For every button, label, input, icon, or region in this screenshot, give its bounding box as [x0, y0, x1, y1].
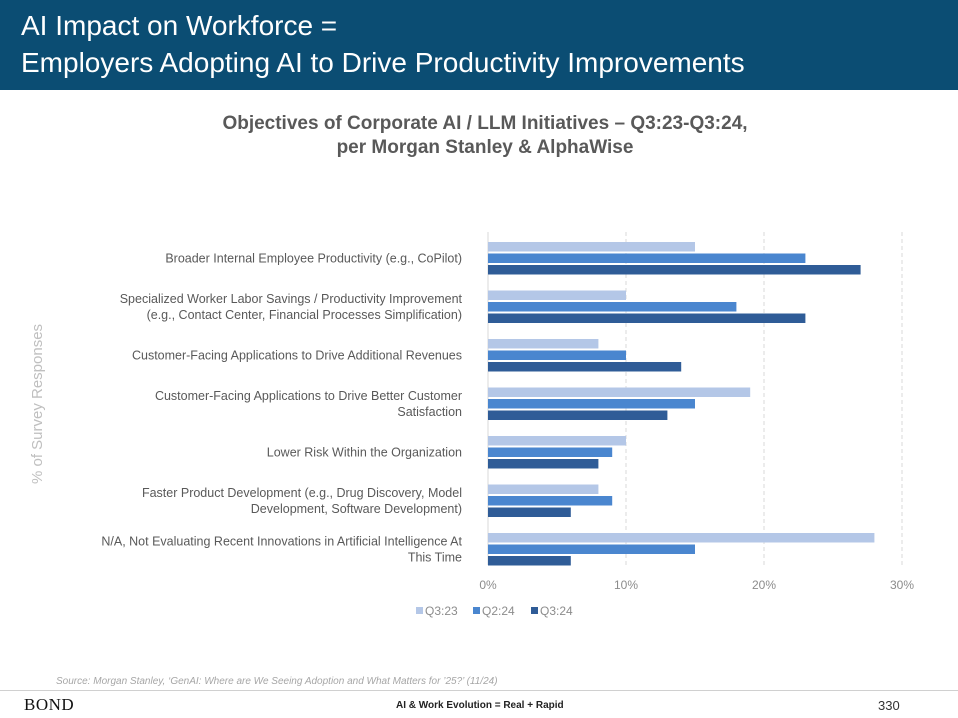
bar	[488, 302, 737, 312]
bar	[488, 242, 695, 252]
bar	[488, 436, 626, 446]
bar	[488, 362, 682, 372]
legend-label: Q2:24	[482, 604, 515, 618]
x-tick-label: 10%	[614, 578, 638, 592]
legend-label: Q3:23	[425, 604, 458, 618]
footer-tagline: AI & Work Evolution = Real + Rapid	[396, 700, 564, 711]
bar	[488, 544, 695, 554]
category-label: This Time	[408, 550, 462, 564]
bar	[488, 290, 626, 300]
legend-swatch	[531, 607, 538, 614]
x-tick-label: 0%	[479, 578, 497, 592]
bar	[488, 496, 613, 506]
bar	[488, 387, 751, 397]
bar-chart: 0% 10% 20% 30% Broader Internal Employee Pro…	[29, 232, 914, 618]
category-label: Customer-Facing Applications to Drive Ad…	[132, 348, 462, 362]
category-label: Customer-Facing Applications to Drive Be…	[155, 389, 462, 403]
x-tick-label: 30%	[890, 578, 914, 592]
chart-title-line-2: per Morgan Stanley & AlphaWise	[336, 137, 634, 158]
bar	[488, 253, 806, 263]
legend-swatch	[416, 607, 423, 614]
bar	[488, 265, 861, 275]
category-label: Specialized Worker Labor Savings / Produ…	[120, 292, 463, 306]
category-label: Development, Software Development)	[251, 502, 462, 516]
bar	[488, 484, 599, 494]
y-axis-label: % of Survey Responses	[29, 324, 46, 484]
bar	[488, 313, 806, 323]
page-number: 330	[878, 698, 900, 713]
category-label: (e.g., Contact Center, Financial Process…	[147, 308, 462, 322]
bar	[488, 459, 599, 469]
slide-title-line-2: Employers Adopting AI to Drive Productiv…	[21, 47, 745, 78]
bar	[488, 410, 668, 420]
category-label: N/A, Not Evaluating Recent Innovations i…	[101, 534, 462, 548]
chart-title-line-1: Objectives of Corporate AI / LLM Initiat…	[222, 113, 748, 134]
bar	[488, 339, 599, 349]
category-label: Broader Internal Employee Productivity (…	[165, 251, 462, 265]
category-label: Lower Risk Within the Organization	[267, 445, 462, 459]
bar	[488, 533, 875, 543]
footer-divider	[0, 690, 958, 691]
bar	[488, 350, 626, 360]
legend-swatch	[473, 607, 480, 614]
bar	[488, 399, 695, 409]
bar	[488, 447, 613, 457]
category-label: Satisfaction	[397, 405, 462, 419]
brand-logo: BOND	[24, 695, 75, 714]
bar	[488, 507, 571, 517]
category-label: Faster Product Development (e.g., Drug D…	[142, 486, 462, 500]
legend-label: Q3:24	[540, 604, 573, 618]
chart-title: Objectives of Corporate AI / LLM Initiat…	[150, 112, 820, 160]
slide-title-line-1: AI Impact on Workforce =	[21, 10, 338, 41]
source-note: Source: Morgan Stanley, ‘GenAI: Where ar…	[56, 676, 498, 687]
slide-header: AI Impact on Workforce = Employers Adopt…	[0, 0, 958, 90]
x-tick-label: 20%	[752, 578, 776, 592]
bar	[488, 556, 571, 566]
